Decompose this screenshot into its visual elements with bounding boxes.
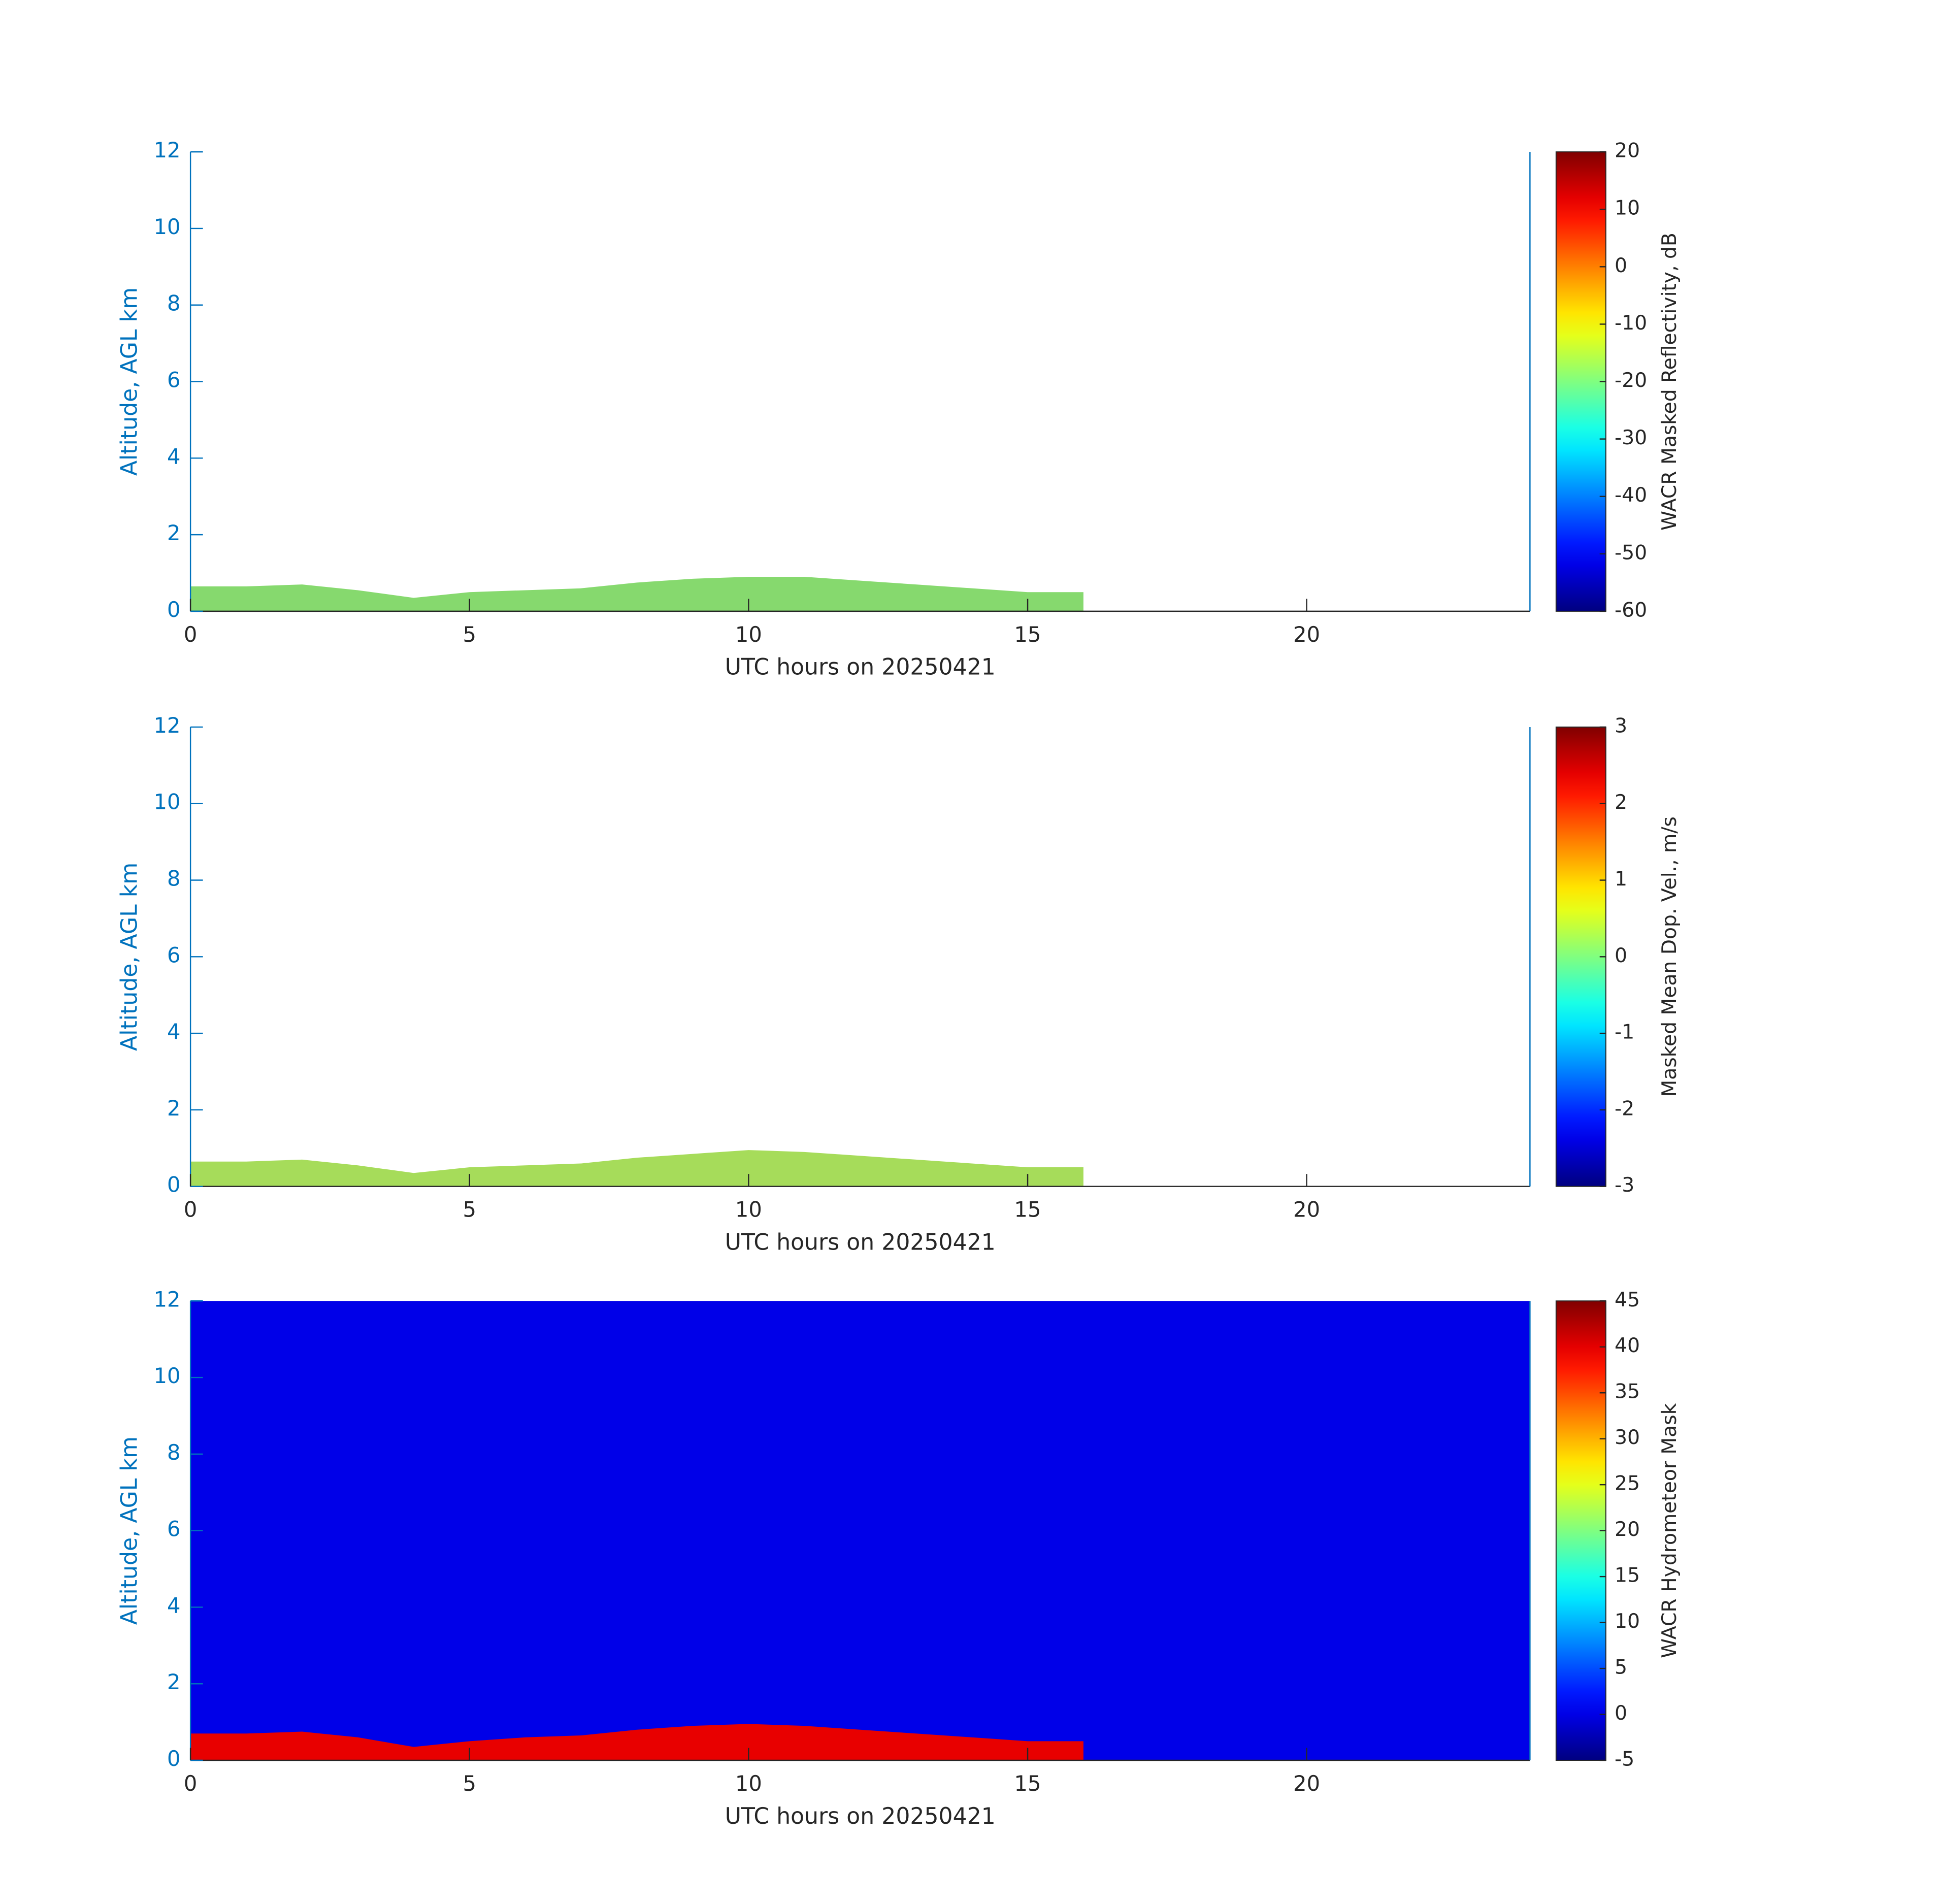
y-tick-label: 2 (167, 1096, 181, 1121)
colorbar-tick-label: -40 (1615, 484, 1647, 507)
echo-area (190, 1150, 1083, 1187)
colorbar-tick-label: -20 (1615, 369, 1647, 392)
colorbar (1555, 151, 1606, 612)
echo-area (190, 577, 1083, 611)
colorbar-tick-label: -10 (1615, 312, 1647, 335)
y-tick-label: 10 (153, 790, 180, 814)
y-tick-label: 10 (153, 1363, 180, 1388)
plot-background (190, 1301, 1530, 1761)
y-tick-label: 12 (153, 1287, 180, 1311)
y-tick-label: 2 (167, 520, 181, 545)
y-tick-label: 8 (167, 291, 181, 316)
colorbar-tick-label: 10 (1615, 1610, 1640, 1633)
y-tick-label: 12 (153, 713, 180, 738)
y-tick-label: 8 (167, 1440, 181, 1465)
x-tick-label: 15 (1014, 1197, 1041, 1222)
y-axis-label: Altitude, AGL km (116, 1436, 142, 1625)
y-tick-label: 2 (167, 1669, 181, 1694)
colorbar-tick-label: 20 (1615, 140, 1640, 162)
x-axis-label: UTC hours on 20250421 (725, 1803, 996, 1829)
y-tick-label: 6 (167, 368, 181, 392)
x-tick-label: 5 (463, 622, 477, 647)
y-axis-label: Altitude, AGL km (116, 863, 142, 1051)
x-tick-label: 10 (735, 622, 762, 647)
y-tick-label: 6 (167, 1517, 181, 1541)
y-tick-label: 0 (167, 597, 181, 622)
colorbar-tick-label: 1 (1615, 868, 1627, 891)
colorbar-tick-label: 3 (1615, 714, 1627, 737)
x-tick-label: 20 (1293, 1197, 1320, 1222)
y-tick-label: 4 (167, 444, 181, 469)
x-tick-label: 15 (1014, 1771, 1041, 1796)
colorbar-tick-label: -2 (1615, 1097, 1634, 1120)
colorbar-tick-label: -50 (1615, 541, 1647, 564)
colorbar-label: WACR Masked Reflectivity, dB (1658, 233, 1681, 531)
colorbar-tick-label: 40 (1615, 1334, 1640, 1357)
colorbar-tick-label: 0 (1615, 1702, 1627, 1725)
colorbar-tick-label: -1 (1615, 1021, 1634, 1044)
x-tick-label: 0 (184, 622, 198, 647)
y-axis-label: Altitude, AGL km (116, 287, 142, 476)
x-axis-label: UTC hours on 20250421 (725, 654, 996, 680)
y-tick-label: 4 (167, 1593, 181, 1618)
y-tick-label: 0 (167, 1172, 181, 1197)
colorbar-tick-label: 45 (1615, 1289, 1640, 1311)
colorbar (1555, 726, 1606, 1187)
colorbar-tick-label: -3 (1615, 1174, 1634, 1197)
y-tick-label: 12 (153, 138, 180, 162)
x-axis-label: UTC hours on 20250421 (725, 1229, 996, 1255)
colorbar-tick-label: 5 (1615, 1656, 1627, 1679)
x-tick-label: 5 (463, 1771, 477, 1796)
colorbar-label: WACR Hydrometeor Mask (1658, 1403, 1681, 1658)
x-tick-label: 5 (463, 1197, 477, 1222)
y-tick-label: 0 (167, 1746, 181, 1771)
colorbar-tick-label: 35 (1615, 1381, 1640, 1403)
colorbar-tick-label: 20 (1615, 1518, 1640, 1541)
echo-area (190, 1724, 1083, 1761)
colorbar-tick-label: 25 (1615, 1472, 1640, 1495)
y-tick-label: 8 (167, 866, 181, 891)
colorbar (1555, 1300, 1606, 1761)
colorbar-tick-label: 0 (1615, 944, 1627, 967)
colorbar-tick-label: 30 (1615, 1426, 1640, 1449)
x-tick-label: 10 (735, 1771, 762, 1796)
y-tick-label: 10 (153, 214, 180, 239)
y-tick-label: 4 (167, 1019, 181, 1044)
colorbar-tick-label: 2 (1615, 791, 1627, 814)
x-tick-label: 20 (1293, 622, 1320, 647)
x-tick-label: 20 (1293, 1771, 1320, 1796)
colorbar-label: Masked Mean Dop. Vel., m/s (1658, 816, 1681, 1097)
x-tick-label: 0 (184, 1197, 198, 1222)
y-tick-label: 6 (167, 942, 181, 967)
colorbar-tick-label: -60 (1615, 599, 1647, 621)
colorbar-tick-label: 0 (1615, 254, 1627, 277)
colorbar-tick-label: 10 (1615, 197, 1640, 220)
x-tick-label: 0 (184, 1771, 198, 1796)
x-tick-label: 15 (1014, 622, 1041, 647)
colorbar-tick-label: -5 (1615, 1748, 1634, 1771)
x-tick-label: 10 (735, 1197, 762, 1222)
colorbar-tick-label: 15 (1615, 1564, 1640, 1587)
colorbar-tick-label: -30 (1615, 426, 1647, 449)
